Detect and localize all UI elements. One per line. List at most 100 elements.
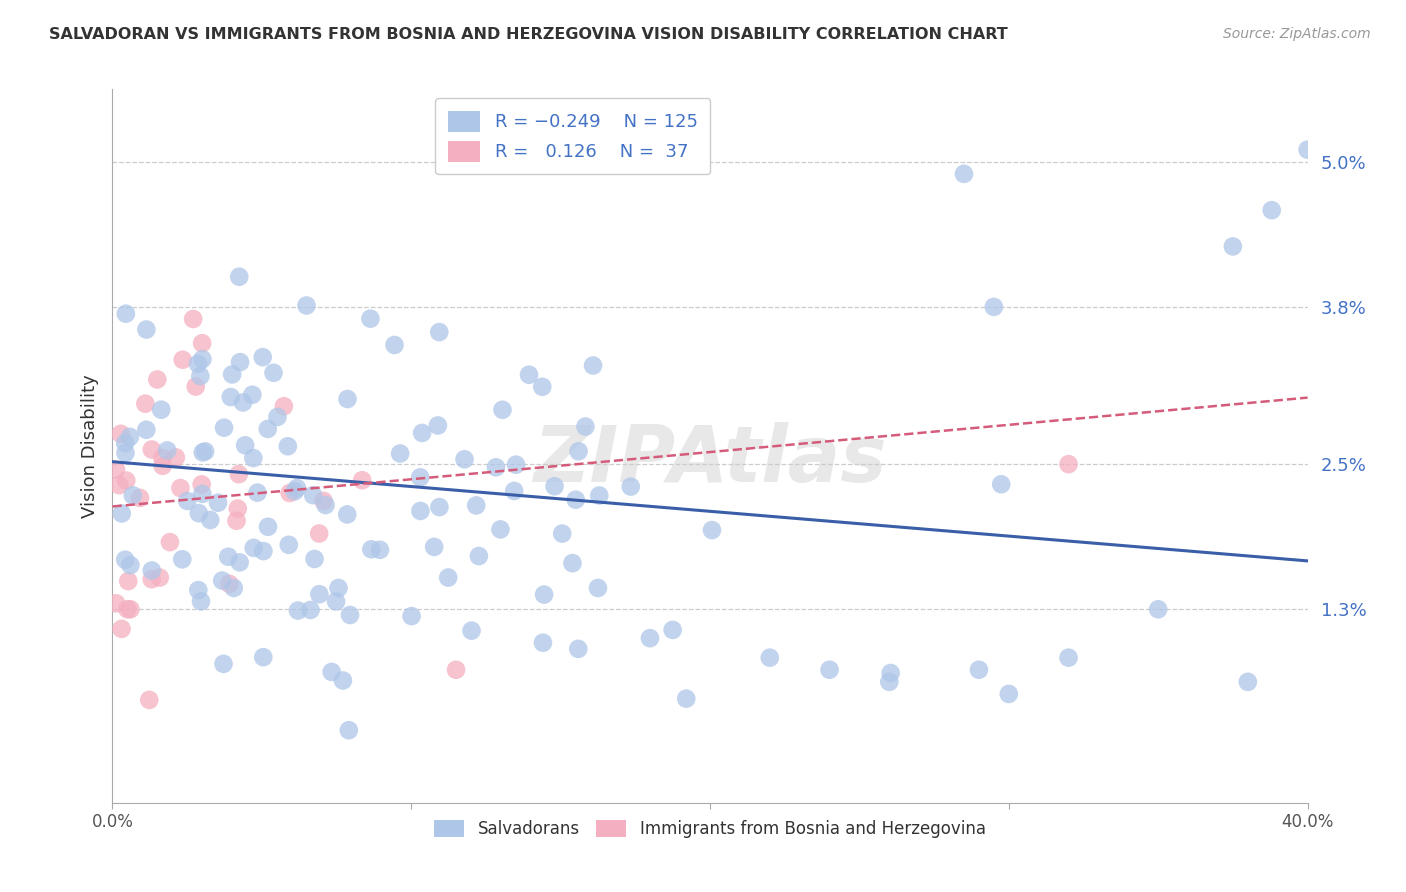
Point (105, 596, 128, 610)
Point (299, 603, 322, 617)
Point (336, 392, 359, 406)
Point (1222, 239, 1244, 253)
Point (105, 463, 128, 477)
Point (967, 663, 990, 677)
Point (1057, 457, 1080, 471)
Point (359, 311, 381, 326)
Point (409, 470, 432, 484)
Point (187, 583, 209, 598)
Text: Source: ZipAtlas.com: Source: ZipAtlas.com (1223, 27, 1371, 41)
Point (257, 520, 280, 534)
Point (337, 723, 360, 738)
Point (429, 500, 451, 514)
Point (352, 473, 374, 487)
Point (485, 460, 508, 475)
Point (138, 693, 160, 707)
Point (114, 446, 136, 460)
Point (273, 399, 295, 413)
Point (190, 594, 212, 608)
Point (150, 402, 173, 417)
Point (990, 477, 1012, 491)
Point (141, 442, 163, 457)
Point (114, 436, 136, 450)
Point (427, 325, 450, 339)
Point (228, 555, 250, 569)
Point (278, 486, 301, 500)
Point (117, 602, 139, 616)
Point (1147, 602, 1170, 616)
Point (129, 491, 152, 505)
Point (567, 641, 589, 656)
Point (176, 494, 198, 508)
Point (110, 426, 132, 441)
Point (661, 623, 683, 637)
Point (256, 422, 278, 436)
Point (489, 522, 512, 536)
Point (409, 504, 432, 518)
Point (295, 298, 318, 312)
Point (110, 622, 132, 636)
Point (120, 558, 142, 573)
Point (222, 581, 245, 595)
Point (134, 397, 156, 411)
Point (426, 418, 449, 433)
Point (460, 624, 482, 638)
Text: SALVADORAN VS IMMIGRANTS FROM BOSNIA AND HERZEGOVINA VISION DISABILITY CORRELATI: SALVADORAN VS IMMIGRANTS FROM BOSNIA AND… (49, 27, 1008, 42)
Point (117, 574, 139, 588)
Point (217, 549, 239, 564)
Point (263, 366, 285, 380)
Point (114, 552, 136, 566)
Point (190, 369, 212, 384)
Point (491, 402, 513, 417)
Point (242, 451, 264, 466)
Point (588, 488, 610, 502)
Point (586, 581, 609, 595)
Point (468, 549, 491, 563)
Point (998, 687, 1021, 701)
Point (172, 352, 194, 367)
Point (551, 526, 574, 541)
Point (531, 380, 554, 394)
Point (211, 574, 233, 588)
Point (225, 514, 247, 528)
Point (1261, 203, 1284, 218)
Point (953, 167, 976, 181)
Point (564, 492, 586, 507)
Point (184, 379, 207, 393)
Point (115, 474, 138, 488)
Point (232, 395, 254, 409)
Point (505, 458, 527, 472)
Point (533, 588, 555, 602)
Point (207, 496, 229, 510)
Point (423, 540, 446, 554)
Point (465, 499, 488, 513)
Point (242, 541, 264, 555)
Point (302, 488, 325, 502)
Point (879, 666, 901, 681)
Point (191, 487, 214, 501)
Point (228, 467, 250, 482)
Point (218, 577, 240, 591)
Point (531, 636, 554, 650)
Point (411, 425, 433, 440)
Point (517, 368, 540, 382)
Point (181, 312, 204, 326)
Point (277, 439, 299, 453)
Point (226, 501, 249, 516)
Point (240, 388, 263, 402)
Point (328, 581, 350, 595)
Point (561, 556, 583, 570)
Point (228, 269, 250, 284)
Point (120, 602, 142, 616)
Point (156, 443, 179, 458)
Point (169, 481, 191, 495)
Point (146, 372, 169, 386)
Point (568, 444, 591, 458)
Point (308, 587, 330, 601)
Point (818, 663, 841, 677)
Point (574, 419, 596, 434)
Point (759, 650, 782, 665)
Point (172, 552, 194, 566)
Point (437, 570, 460, 584)
Point (121, 488, 143, 502)
